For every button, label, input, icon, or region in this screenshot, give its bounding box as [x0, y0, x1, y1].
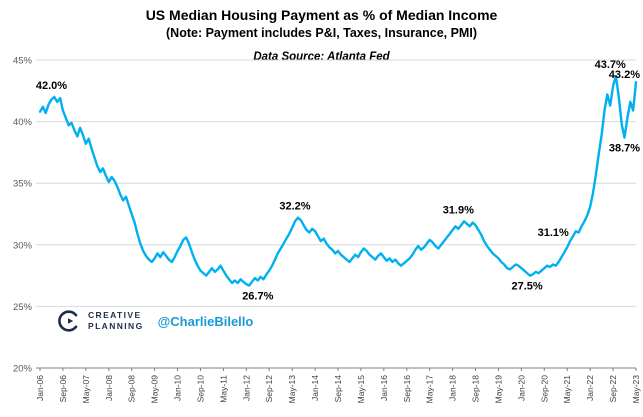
x-axis-label: May-19: [494, 375, 504, 404]
data-line: [38, 74, 638, 287]
logo-line-1: CREATIVE: [88, 309, 142, 320]
x-axis-label: May-21: [562, 375, 572, 404]
x-axis-label: Jan-08: [104, 375, 114, 401]
annotation-label: 32.2%: [279, 201, 310, 213]
x-axis-label: May-07: [81, 375, 91, 404]
x-axis-label: Sep-22: [608, 375, 618, 403]
x-axis-label: Jan-20: [516, 375, 526, 401]
x-axis-label: Jan-22: [585, 375, 595, 401]
x-axis-label: Jan-14: [310, 375, 320, 401]
y-axis-label: 20%: [13, 364, 33, 375]
x-axis-label: Sep-16: [402, 375, 412, 403]
logo-line-2: PLANNING: [88, 321, 144, 331]
x-axis-label: Sep-10: [196, 375, 206, 403]
y-axis-label: 30%: [13, 240, 33, 251]
x-axis-label: Jan-18: [448, 375, 458, 401]
x-axis-label: May-11: [218, 375, 228, 403]
x-axis-label: Sep-12: [264, 375, 274, 403]
branding-block: CREATIVE PLANNING @CharlieBilello: [56, 308, 253, 334]
creative-planning-wordmark: CREATIVE PLANNING: [88, 310, 144, 332]
x-axis-label: May-13: [287, 375, 297, 404]
x-axis-label: Jan-06: [35, 375, 45, 401]
annotation-label: 31.9%: [443, 204, 474, 216]
annotation-label: 43.2%: [609, 69, 640, 81]
annotation-label: 31.1%: [538, 227, 569, 239]
chart-subtitle: (Note: Payment includes P&I, Taxes, Insu…: [166, 26, 477, 40]
annotation-label: 38.7%: [609, 143, 640, 155]
x-axis-label: Jan-10: [173, 375, 183, 401]
creative-planning-logo-icon: [58, 310, 78, 332]
annotation-label: 43.7%: [595, 59, 626, 71]
y-axis-label: 40%: [13, 117, 33, 128]
chart-title: US Median Housing Payment as % of Median…: [145, 7, 498, 23]
x-axis-label: May-17: [425, 375, 435, 404]
annotation-label: 42.0%: [36, 80, 67, 92]
x-axis-label: Jan-12: [241, 375, 251, 401]
twitter-handle: @CharlieBilello: [157, 313, 254, 329]
y-axis-label: 25%: [13, 302, 33, 313]
x-axis-label: Sep-08: [127, 375, 137, 403]
x-axis-label: Sep-20: [539, 375, 549, 403]
x-axis-label: Sep-18: [471, 375, 481, 403]
y-axis-label: 45%: [13, 56, 33, 67]
x-axis-label: Sep-06: [58, 375, 68, 403]
x-axis-label: Jan-16: [379, 375, 389, 401]
x-axis-label: May-09: [150, 375, 160, 404]
annotation-label: 27.5%: [511, 281, 542, 293]
x-axis-label: May-23: [631, 375, 641, 404]
y-axis-label: 35%: [13, 179, 33, 190]
annotation-label: 26.7%: [242, 291, 273, 303]
x-axis-label: May-15: [356, 375, 366, 404]
x-axis-label: Sep-14: [333, 375, 343, 403]
